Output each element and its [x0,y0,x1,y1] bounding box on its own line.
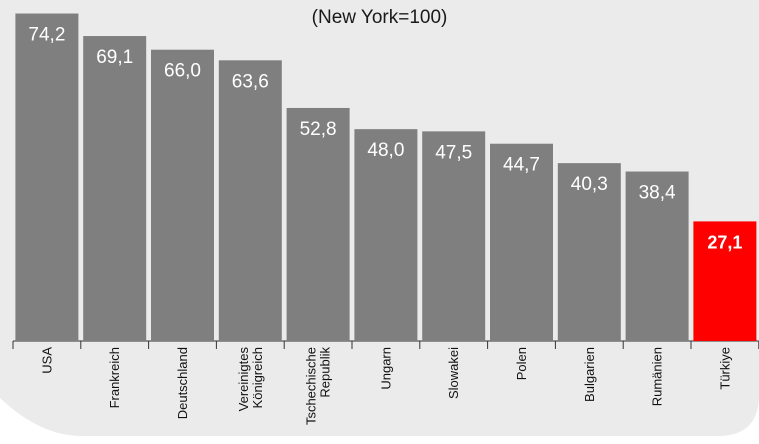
category-label: Polen [514,347,529,380]
chart-subtitle: (New York=100) [311,7,448,28]
bar [15,13,79,341]
category-label: Bulgarien [582,347,597,402]
bar [151,49,214,341]
category-label: VereinigtesKönigreich [236,347,265,412]
category-label: USA [39,347,54,374]
category-label: Rumänien [650,347,665,406]
data-label: 44,7 [503,155,540,176]
data-label: 40,3 [571,174,608,195]
category-label: Deutschland [175,347,190,419]
category-label: Frankreich [107,347,122,408]
data-label: 38,4 [639,183,676,204]
bar [286,107,350,341]
data-label: 47,5 [435,142,472,163]
category-label: Slowakei [446,347,461,399]
category-label: Ungarn [378,347,393,390]
data-label: 74,2 [28,25,65,46]
bar [693,221,757,341]
bar [218,60,282,341]
data-label: 69,1 [96,47,133,68]
category-label: TschechischeRepublik [304,347,333,426]
bar [83,36,147,341]
bar [625,171,689,341]
data-label: 27,1 [707,232,742,252]
data-label: 63,6 [232,71,269,92]
bar [354,129,418,341]
bar [557,163,621,341]
category-label: Türkiye [717,347,732,390]
data-label: 52,8 [300,119,337,140]
bar [422,131,486,341]
data-label: 48,0 [367,140,404,161]
bar [490,143,553,341]
data-label: 66,0 [164,61,201,82]
